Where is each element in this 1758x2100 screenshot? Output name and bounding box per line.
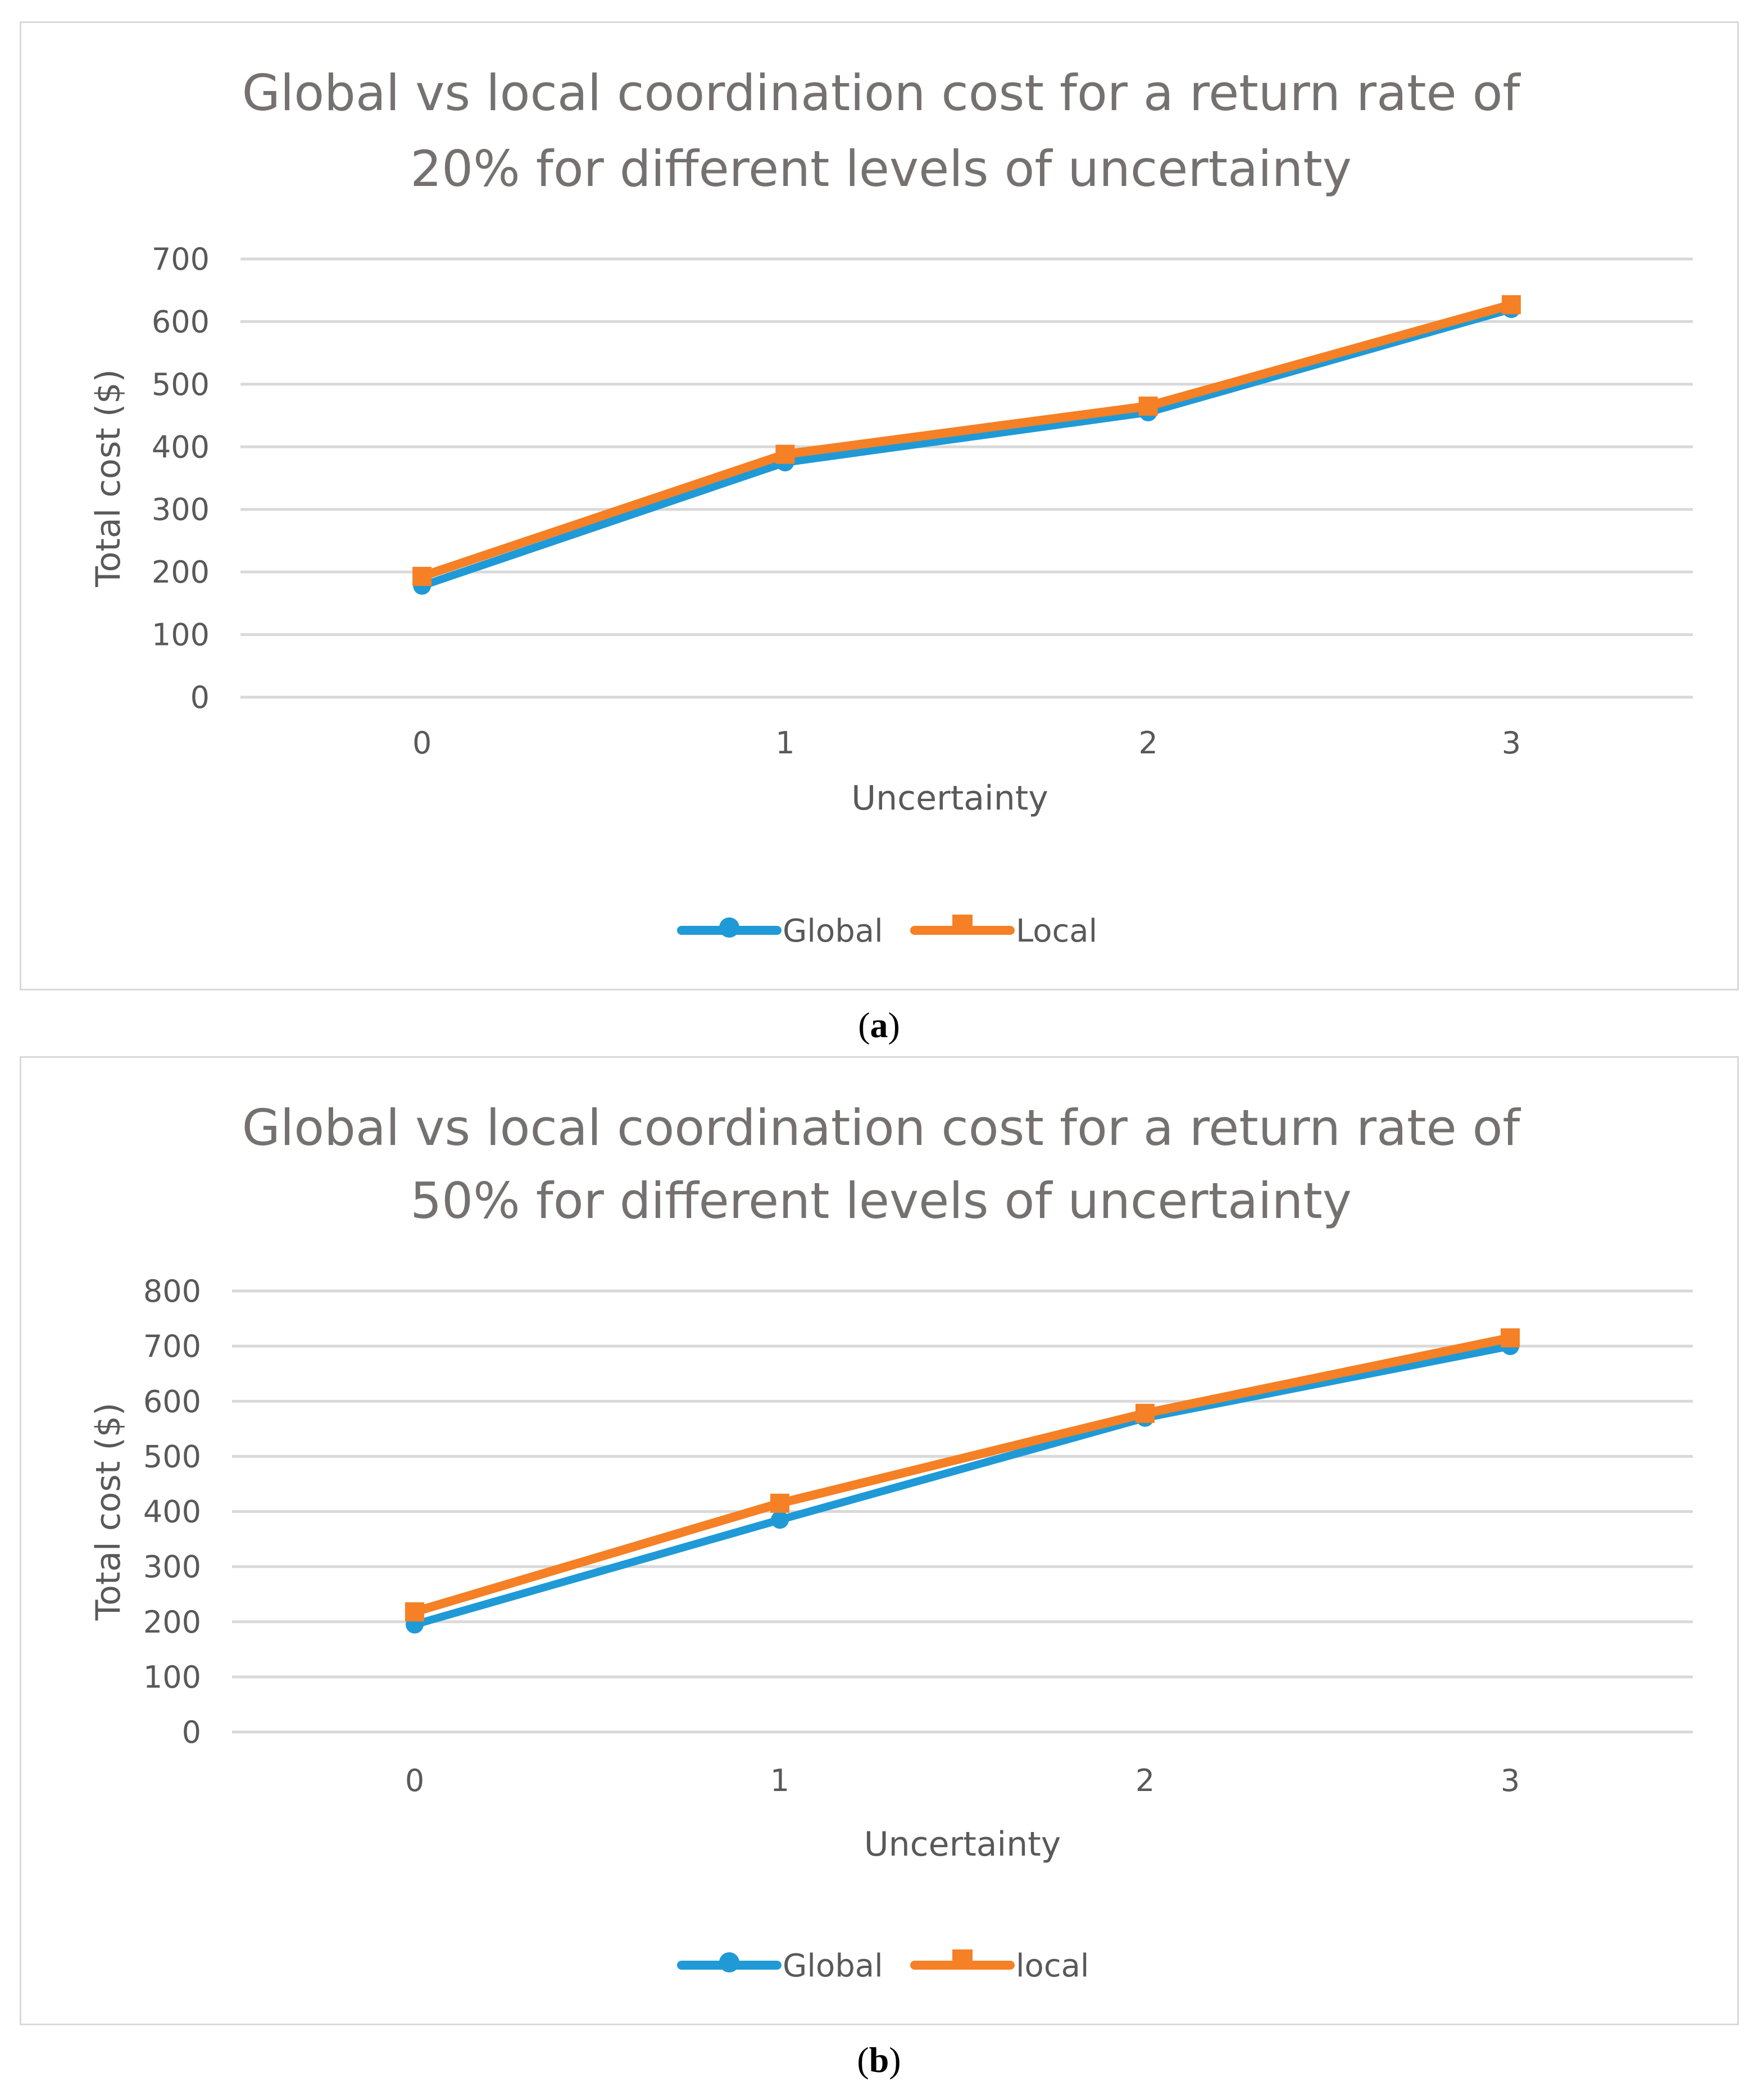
chart-b-legend-global-marker <box>719 1952 739 1972</box>
chart-b-y-tick-label: 100 <box>143 1660 201 1695</box>
chart-a-y-tick-label: 200 <box>152 554 210 590</box>
chart-a-series-global-line <box>418 305 1515 590</box>
chart-b-y-tick-label: 400 <box>143 1494 201 1530</box>
chart-b-series-local-point <box>770 1493 789 1513</box>
chart-b-x-axis-label: Uncertainty <box>864 1825 1061 1864</box>
chart-a-legend-global-marker <box>719 917 739 938</box>
chart-b-legend-local-marker <box>952 1949 973 1970</box>
chart-b-series-local-point <box>1135 1403 1155 1423</box>
chart-a-x-tick-label: 2 <box>1138 725 1157 761</box>
chart-a-y-tick-label: 300 <box>152 492 210 528</box>
chart-b-x-tick-label: 0 <box>405 1763 424 1798</box>
chart-a-legend-local-label: Local <box>1016 913 1097 949</box>
caption-b-letter: b <box>869 2040 889 2080</box>
chart-b-series-global-point <box>771 1511 789 1529</box>
chart-a-series-local-line <box>417 300 1516 581</box>
chart-b-series-global-line <box>411 1342 1514 1629</box>
chart-a-legend-global-label: Global <box>783 913 883 949</box>
chart-b-y-tick-label: 600 <box>143 1384 201 1419</box>
chart-b-frame: Global vs local coordination cost for a … <box>20 1056 1739 2025</box>
chart-b-legend-local-label: local <box>1016 1948 1089 1984</box>
caption-b: (b) <box>857 2040 901 2080</box>
chart-b-series-local-point <box>1501 1328 1520 1348</box>
chart-a-frame: Global vs local coordination cost for a … <box>20 21 1739 990</box>
chart-a-x-tick-label: 1 <box>775 725 794 761</box>
chart-b-x-tick-label: 3 <box>1501 1763 1520 1798</box>
chart-a-svg: Global vs local coordination cost for a … <box>89 64 1693 949</box>
chart-b-series-local-line <box>410 1333 1515 1617</box>
caption-a-letter: a <box>870 1005 888 1045</box>
chart-a-y-tick-label: 700 <box>152 242 210 277</box>
chart-b-svg: Global vs local coordination cost for a … <box>89 1099 1693 1984</box>
chart-a-legend-local-marker <box>952 915 973 935</box>
chart-a-y-tick-label: 100 <box>152 617 210 653</box>
chart-b-y-tick-label: 500 <box>143 1439 201 1474</box>
chart-b-series-local-point <box>405 1602 424 1622</box>
chart-a-series-local-point <box>412 566 432 586</box>
chart-b-y-tick-label: 0 <box>182 1715 201 1750</box>
chart-a-x-tick-label: 0 <box>412 725 431 761</box>
chart-b-title-line: 50% for different levels of uncertainty <box>410 1172 1352 1230</box>
caption-a: (a) <box>858 1005 900 1045</box>
chart-a-y-tick-label: 0 <box>190 680 210 715</box>
chart-a-series-local-point <box>775 444 795 464</box>
chart-b-legend-global-label: Global <box>783 1948 883 1984</box>
chart-a-y-tick-label: 500 <box>152 367 210 402</box>
chart-b-y-axis-label: Total cost ($) <box>89 1403 128 1621</box>
chart-a-y-axis-label: Total cost ($) <box>89 369 128 588</box>
chart-a-series-local-point <box>1138 396 1158 416</box>
chart-b-x-tick-label: 1 <box>770 1763 789 1798</box>
chart-a-y-tick-label: 600 <box>152 304 210 339</box>
chart-a-y-tick-label: 400 <box>152 429 210 465</box>
chart-a-x-axis-label: Uncertainty <box>851 779 1048 818</box>
chart-a-series-local-point <box>1501 295 1521 315</box>
chart-b-y-tick-label: 800 <box>143 1274 201 1309</box>
chart-a-title-line: Global vs local coordination cost for a … <box>242 64 1521 122</box>
chart-b-y-tick-label: 200 <box>143 1604 201 1640</box>
chart-b-y-tick-label: 300 <box>143 1549 201 1585</box>
chart-b-title-line: Global vs local coordination cost for a … <box>242 1099 1521 1157</box>
chart-b-y-tick-label: 700 <box>143 1329 201 1364</box>
chart-a-title-line: 20% for different levels of uncertainty <box>410 140 1352 198</box>
chart-a-x-tick-label: 3 <box>1502 725 1521 761</box>
chart-b-x-tick-label: 2 <box>1135 1763 1155 1798</box>
